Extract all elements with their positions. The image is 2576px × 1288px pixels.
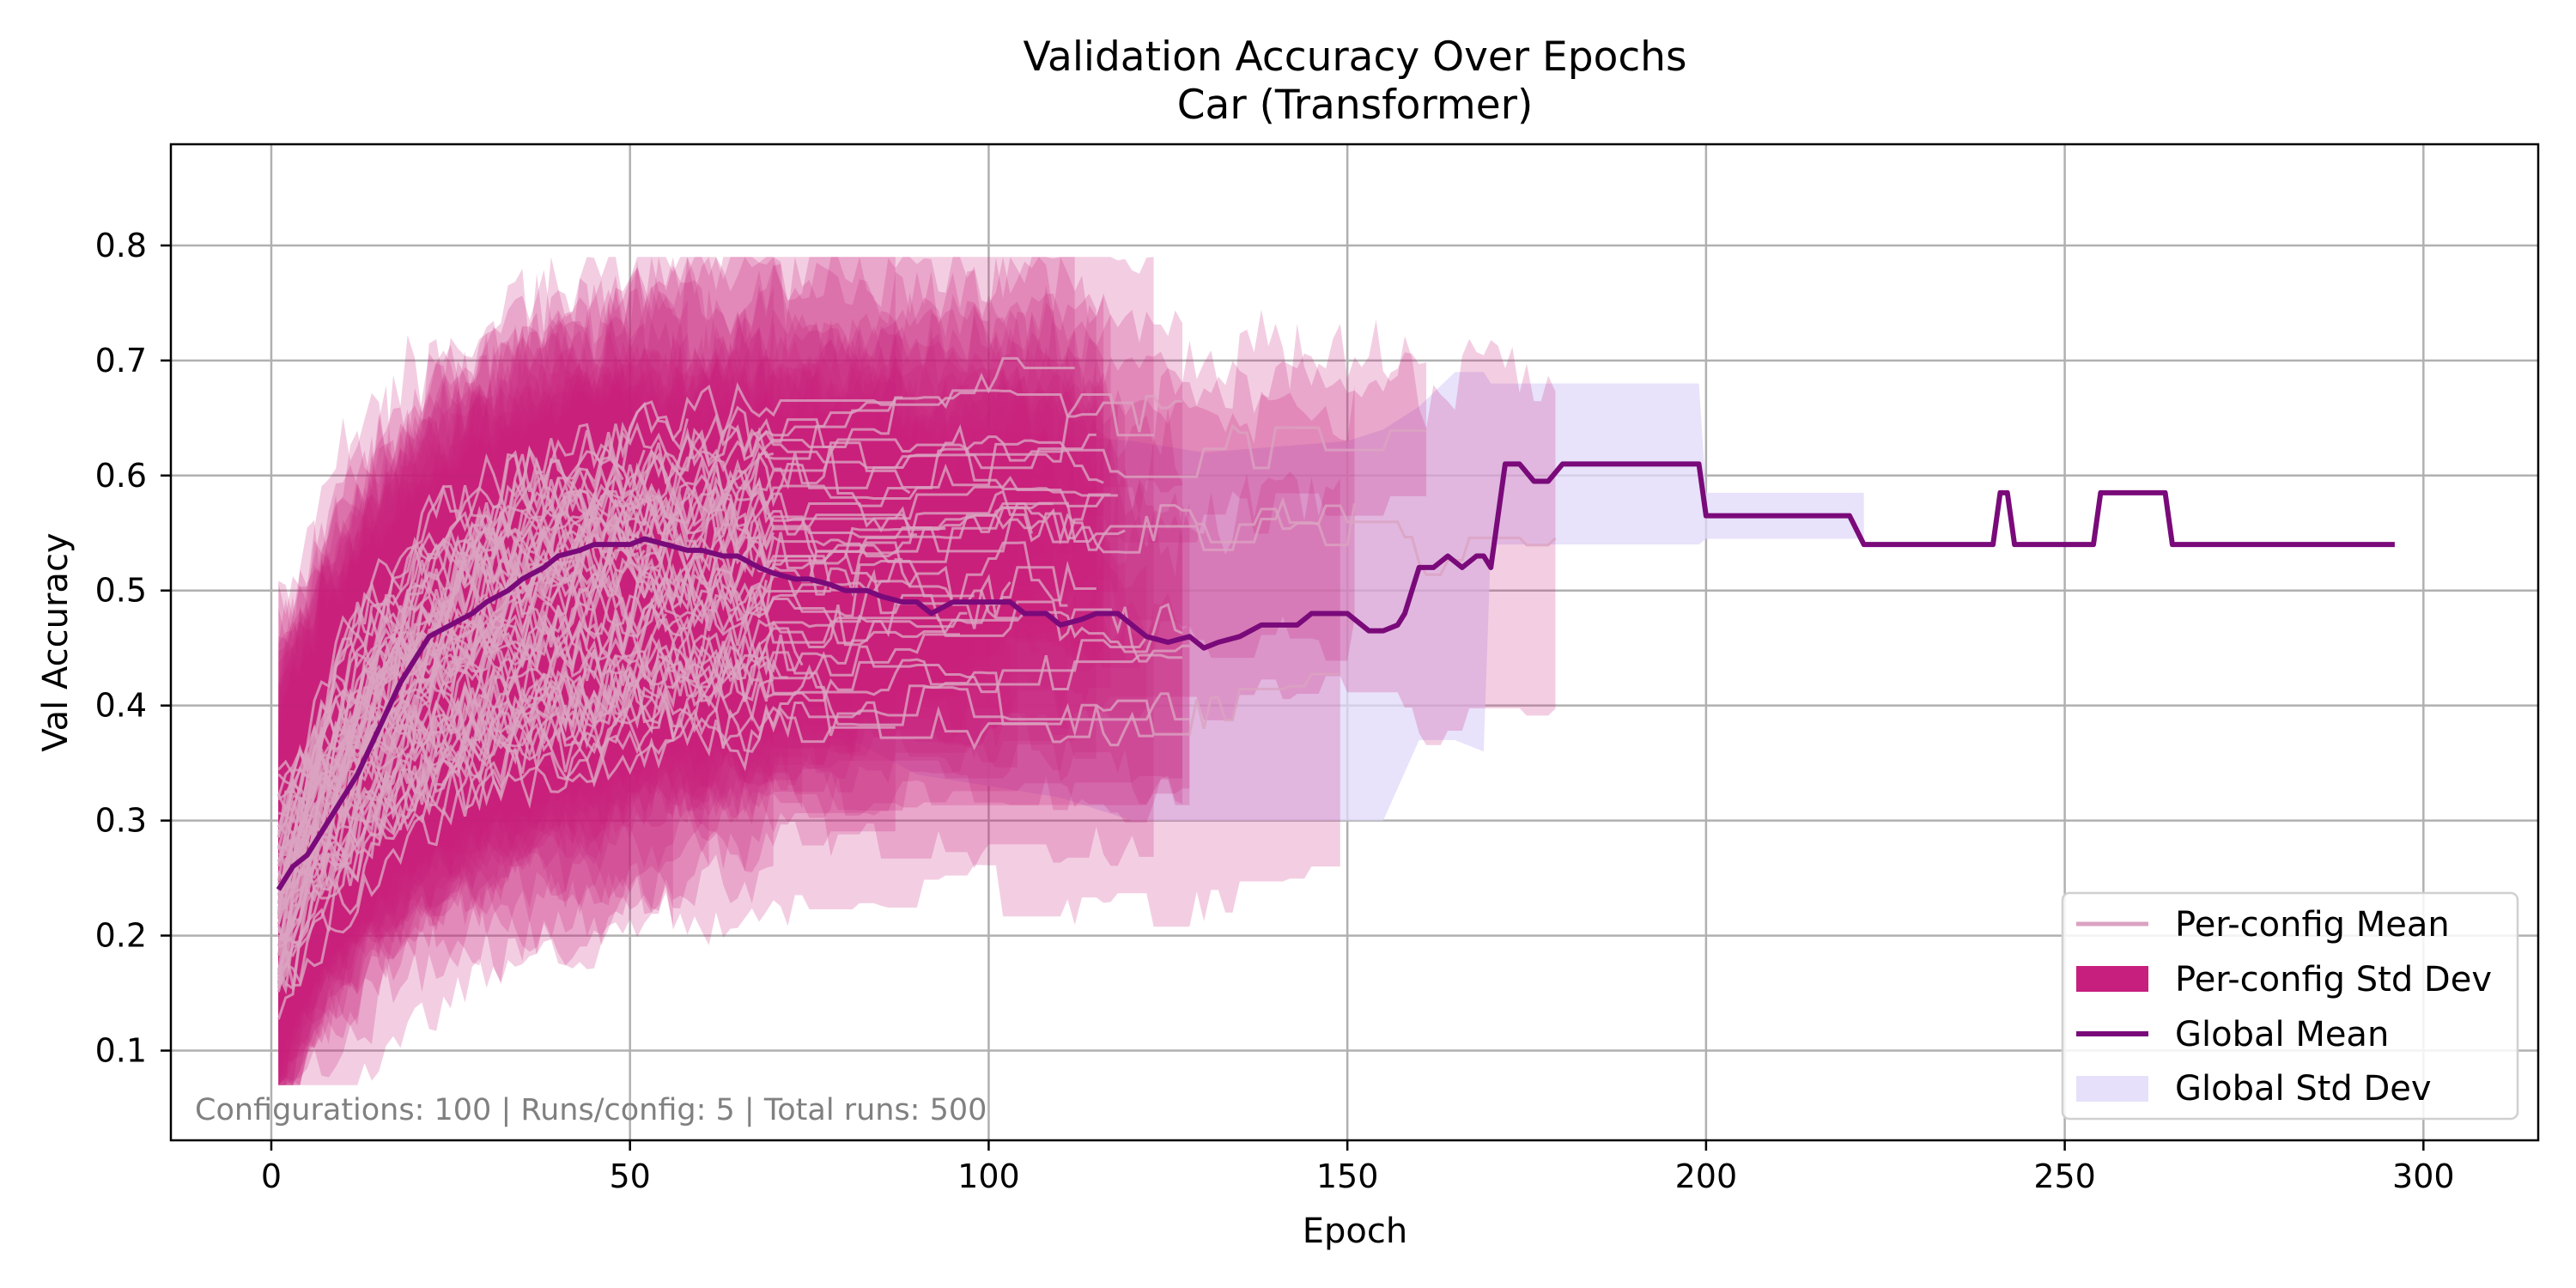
legend-swatch-global-std xyxy=(2076,1076,2148,1102)
y-tick-label: 0.7 xyxy=(95,342,147,380)
per-config-mean-line xyxy=(277,356,1075,838)
per-config-mean-line xyxy=(276,654,788,993)
chart-title: Validation Accuracy Over Epochs xyxy=(1024,33,1687,81)
per-config-std-band xyxy=(278,325,1118,1085)
legend-box xyxy=(2061,891,2519,1121)
global-mean-line xyxy=(276,461,2395,891)
per-config-mean-line xyxy=(276,690,1154,891)
legend-label-global-mean: Global Mean xyxy=(2175,1015,2389,1054)
x-tick-label: 150 xyxy=(1316,1157,1379,1195)
global-std-band xyxy=(830,372,1864,821)
per-config-std-band xyxy=(278,309,580,1042)
run-count-annotation: Configurations: 100 | Runs/config: 5 | T… xyxy=(195,1093,987,1127)
per-config-std-band xyxy=(278,406,1182,1085)
per-config-mean-line xyxy=(276,532,768,995)
chart-subtitle: Car (Transformer) xyxy=(1177,82,1534,129)
y-tick-label: 0.3 xyxy=(95,802,147,840)
x-tick-label: 200 xyxy=(1675,1157,1738,1195)
per-config-std-band xyxy=(278,333,903,1028)
per-config-mean-line xyxy=(276,463,624,903)
per-config-mean-line xyxy=(277,635,1182,801)
x-axis-label: Epoch xyxy=(1303,1212,1407,1251)
legend: Per-config Mean Per-config Std Dev Globa… xyxy=(2061,891,2519,1121)
per-config-mean-line xyxy=(276,633,960,950)
per-config-std-band xyxy=(278,428,1018,1085)
x-tick-label: 50 xyxy=(610,1157,651,1195)
per-config-mean-line xyxy=(276,433,775,798)
per-config-mean-line xyxy=(278,560,975,939)
y-tick-label: 0.5 xyxy=(95,572,147,610)
per-config-std-band xyxy=(278,390,1054,942)
per-config-std-band xyxy=(278,562,960,1009)
x-tick-label: 100 xyxy=(957,1157,1020,1195)
per-config-std-band xyxy=(278,489,968,1085)
x-tick-label: 250 xyxy=(2033,1157,2096,1195)
per-config-mean-line xyxy=(276,449,646,975)
per-config-mean-line xyxy=(276,389,1182,850)
y-tick-label: 0.4 xyxy=(95,687,147,725)
y-axis-label: Val Accuracy xyxy=(36,532,76,751)
tick-layer: 0 50 100 150 200 250 300 0.1 0.2 0.3 0.4 0.5 0.6 0.7 0… xyxy=(95,227,2455,1195)
legend-swatch-per-config-std xyxy=(2076,966,2148,992)
y-tick-label: 0.6 xyxy=(95,457,147,495)
per-config-mean-line xyxy=(276,686,603,909)
per-config-mean-line xyxy=(276,502,1054,838)
per-config-std-band xyxy=(278,294,1182,933)
y-tick-label: 0.1 xyxy=(95,1032,147,1070)
per-config-mean-line xyxy=(276,489,1111,920)
x-tick-label: 300 xyxy=(2392,1157,2455,1195)
y-tick-label: 0.8 xyxy=(95,227,147,264)
x-tick-label: 0 xyxy=(261,1157,282,1195)
per-config-mean-line xyxy=(276,633,732,926)
per-config-std-band xyxy=(278,511,623,920)
plot-frame xyxy=(169,143,2540,1142)
per-config-std-band xyxy=(278,257,1075,1021)
per-config-mean-line xyxy=(276,421,632,925)
line-layer xyxy=(276,356,2395,1020)
per-config-std-band xyxy=(278,267,688,995)
per-config-mean-line xyxy=(276,401,689,867)
legend-label-per-config-std: Per-config Std Dev xyxy=(2175,960,2492,999)
legend-label-global-std: Global Std Dev xyxy=(2175,1069,2432,1109)
y-tick-label: 0.2 xyxy=(95,917,147,955)
per-config-mean-line xyxy=(277,433,1097,778)
legend-label-per-config-mean: Per-config Mean xyxy=(2175,905,2450,945)
